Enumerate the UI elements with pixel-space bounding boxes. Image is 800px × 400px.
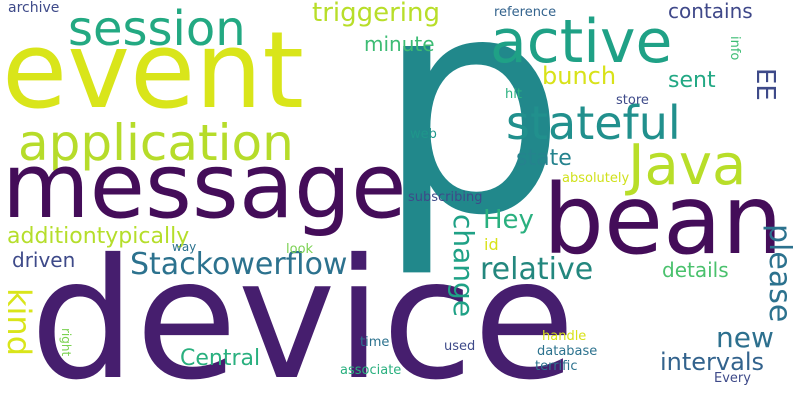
word: device <box>30 224 576 400</box>
word: sent <box>668 68 716 93</box>
word: associate <box>340 363 402 378</box>
word: stateful <box>506 96 681 150</box>
word: look <box>286 242 314 257</box>
word: Every <box>714 371 751 386</box>
word: EE <box>750 68 780 101</box>
word: terrific <box>535 359 578 374</box>
word: database <box>537 344 598 359</box>
word: way <box>172 240 197 254</box>
word: absolutely <box>562 171 630 186</box>
word: active <box>490 7 673 77</box>
word: web <box>410 127 437 142</box>
word: right <box>59 328 73 357</box>
word: hit <box>505 87 522 102</box>
word: please <box>762 224 797 323</box>
word: relative <box>480 252 594 287</box>
word: bunch <box>542 62 617 90</box>
word: Hey <box>483 205 534 235</box>
word: triggering <box>312 0 441 28</box>
word: event <box>2 9 304 132</box>
word: used <box>444 339 476 354</box>
word: bean <box>543 164 783 276</box>
word: subscribing <box>408 190 483 205</box>
word: archive <box>8 0 60 16</box>
word: store <box>616 93 649 108</box>
word: new <box>716 321 774 354</box>
word: message <box>2 134 407 239</box>
word: kind <box>0 288 38 357</box>
word: contains <box>668 0 753 23</box>
word: details <box>662 258 729 282</box>
word: Java <box>628 133 747 198</box>
word: id <box>484 235 499 254</box>
word: info <box>727 36 742 61</box>
word: state <box>516 146 572 171</box>
word: application <box>18 114 294 172</box>
word: Stackowerflow <box>130 247 348 282</box>
word: driven <box>12 248 76 272</box>
word: session <box>68 1 246 57</box>
word: p <box>376 0 567 281</box>
word: minute <box>364 32 435 56</box>
word: time <box>360 335 390 350</box>
word: change <box>447 214 480 318</box>
word: additiontypically <box>7 224 190 249</box>
word: handle <box>542 329 587 344</box>
word: intervals <box>660 348 765 376</box>
word: reference <box>494 5 557 20</box>
word: Central <box>180 346 261 371</box>
